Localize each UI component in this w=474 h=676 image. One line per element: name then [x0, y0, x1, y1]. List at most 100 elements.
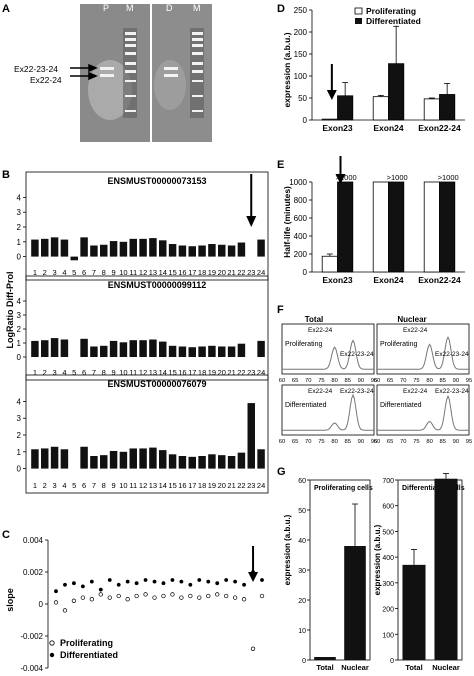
- panel-b2-xtick-label: 20: [218, 368, 226, 377]
- panel-b1-ytick-label: 0: [17, 253, 22, 262]
- panel-c-letter: C: [2, 529, 10, 541]
- panel-c-ytick-label: 0.004: [23, 536, 44, 545]
- panel-b2-frame: [25, 275, 269, 381]
- panel-d-ytick-label: 0: [303, 116, 308, 125]
- panel-c-point-differentiated: [134, 581, 139, 586]
- panel-b3-xtick-label: 21: [227, 481, 235, 490]
- panel-b3-xtick-label: 19: [208, 481, 216, 490]
- panel-b3-xtick-label: 13: [149, 481, 157, 490]
- panel-b3-frame: [25, 374, 269, 494]
- panel-b2-xtick-label: 23: [247, 368, 255, 377]
- panel-c-point-proliferating: [53, 600, 59, 605]
- panel-c-point-proliferating: [232, 595, 238, 600]
- exon23-arrow-head: [246, 216, 257, 227]
- panel-b1-bar-exon-12: [139, 238, 147, 257]
- panel-c-arrow-head: [248, 572, 259, 582]
- panel-b2-bar-exon-8: [100, 345, 108, 357]
- panel-b1-xtick-label: 21: [227, 268, 235, 277]
- panel-f-cell3-curve: [282, 393, 374, 431]
- panel-b3-bar-exon-12: [139, 448, 147, 469]
- panel-f-cell2-xtick-label: 65: [387, 378, 393, 384]
- panel-b1-title: ENSMUST00000073153: [107, 176, 206, 186]
- panel-c-point-differentiated: [197, 578, 202, 582]
- panel-c-point-differentiated: [152, 579, 157, 584]
- panel-b1-bar-exon-8: [100, 244, 108, 257]
- panel-g-left-ytick-label: 10: [298, 628, 306, 635]
- panel-g-right-ytick-label: 200: [382, 607, 394, 614]
- panel-c-ytick-label: 0: [39, 600, 44, 609]
- panel-f-cell4-xtick-label: 90: [453, 439, 459, 445]
- panel-c-point-proliferating: [143, 592, 148, 597]
- panel-b3-xtick-label: 4: [62, 481, 66, 490]
- panel-e-bar-exon23-differentiated: [337, 181, 354, 273]
- panel-b2-bar-exon-1: [31, 340, 39, 357]
- panel-b1-xtick-label: 16: [178, 268, 186, 277]
- panel-b3-bar-exon-4: [60, 449, 69, 469]
- panel-b1-xtick-label: 19: [208, 268, 216, 277]
- panel-b2-bar-exon-7: [90, 346, 98, 357]
- panel-e-ytick-label: 1000: [289, 178, 307, 187]
- panel-b1-bar-exon-15: [168, 244, 177, 257]
- panel-b-ylabel: LogRatio Diff-Prol: [5, 272, 15, 349]
- panel-b2-bar-exon-14: [159, 341, 167, 357]
- panel-c-point-differentiated: [206, 579, 211, 584]
- panel-b1-bar-exon-14: [159, 240, 167, 257]
- panel-f-cell2-frame: [376, 323, 470, 375]
- panel-c-point-differentiated: [80, 584, 85, 589]
- panel-g-left-xtick-label: Total: [316, 663, 333, 672]
- panel-c-point-proliferating: [116, 593, 121, 599]
- panel-b3-xtick-label: 2: [43, 481, 47, 490]
- panel-b3-xtick-label: 8: [102, 481, 106, 490]
- panel-g-right-bar-total: [402, 564, 426, 660]
- panel-b2-bar-exon-12: [139, 340, 147, 357]
- panel-b2-title: ENSMUST00000099112: [108, 280, 207, 290]
- panel-f-cell3-xtick-label: 70: [305, 439, 311, 445]
- panel-b2-bar-exon-20: [218, 346, 226, 357]
- panel-c-point-proliferating: [188, 593, 193, 599]
- panel-d-legend-proliferating: Proliferating: [366, 6, 416, 16]
- panel-d-letter: D: [277, 3, 285, 15]
- panel-b2-bar-exon-3: [50, 338, 59, 357]
- panel-b1-ytick-label: 1: [17, 238, 22, 247]
- panel-f-cell1-peak-label-ex22-23-24: Ex22-23-24: [340, 351, 374, 358]
- panel-b1-bar-exon-1: [31, 239, 39, 257]
- panel-c-legend-proliferating: Proliferating: [60, 638, 113, 648]
- panel-b3-bar-exon-15: [168, 454, 177, 469]
- panel-b1-bar-exon-20: [218, 244, 226, 257]
- panel-g-left-title: Proliferating cells: [314, 485, 373, 492]
- panel-d-legend-differentiated: Differentiated: [366, 16, 421, 26]
- band-label-ex22-23-24: Ex22-23-24: [14, 64, 58, 74]
- panel-c-point-proliferating: [179, 595, 184, 600]
- panel-f-cell1-xtick-label: 85: [344, 378, 350, 384]
- panel-b1-xtick-label: 15: [168, 268, 176, 277]
- panel-b3-bar-exon-3: [50, 446, 59, 469]
- panel-b2-xtick-label: 1: [33, 368, 37, 377]
- panel-f-cell1-xtick-label: 70: [305, 378, 311, 384]
- panel-e-ytick-label: 200: [294, 250, 308, 259]
- panel-b3-bar-exon-11: [129, 448, 137, 469]
- panel-c-point-differentiated: [72, 581, 76, 586]
- panel-c-point-differentiated: [161, 581, 166, 586]
- panel-c-point-differentiated: [224, 578, 229, 582]
- panel-e-xtick-label: Exon23: [322, 275, 353, 285]
- panel-d-bar-exon24-proliferating: [372, 96, 389, 121]
- panel-e-bar-exon22-24-differentiated: [439, 181, 456, 273]
- panel-c-point-proliferating: [134, 593, 139, 599]
- panel-b3-bar-exon-14: [159, 450, 167, 469]
- panel-b1-xtick-label: 23: [247, 268, 255, 277]
- panel-b2-xtick-label: 22: [237, 368, 245, 377]
- panel-b1-bar-exon-16: [178, 245, 187, 257]
- panel-c-point-differentiated: [63, 582, 67, 587]
- panel-b3-xtick-label: 20: [218, 481, 226, 490]
- panel-d-bar-exon23-differentiated: [337, 95, 354, 121]
- panel-b2-xtick-label: 5: [72, 368, 76, 377]
- panel-c-point-proliferating: [215, 592, 220, 597]
- panel-b3-xtick-label: 15: [168, 481, 176, 490]
- panel-b2-bar-exon-16: [178, 346, 187, 357]
- panel-b3-bar-exon-13: [149, 447, 157, 469]
- lane-label-m2: M: [193, 3, 201, 13]
- panel-b1-bar-exon-11: [129, 238, 137, 257]
- panel-g-left-ytick-label: 60: [298, 478, 306, 485]
